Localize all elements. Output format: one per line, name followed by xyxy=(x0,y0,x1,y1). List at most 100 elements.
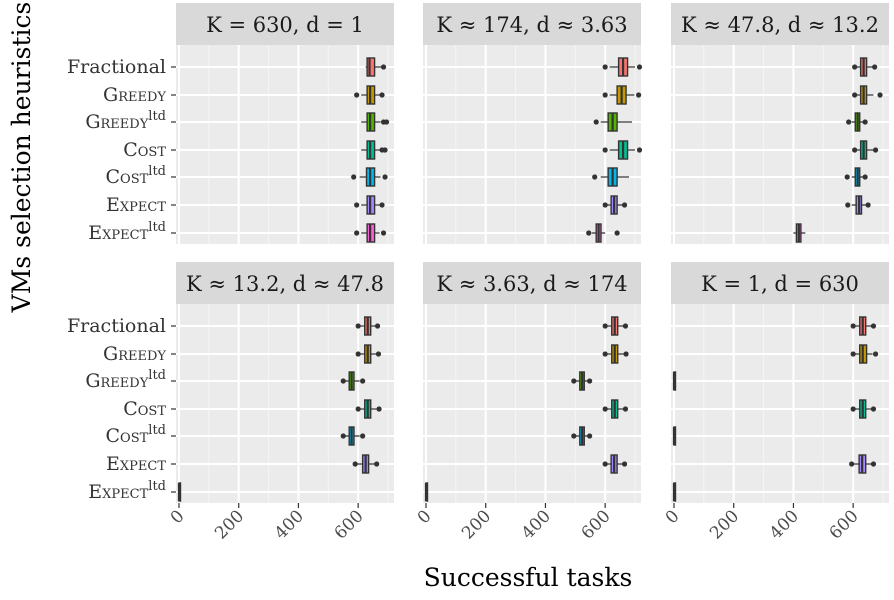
outlier-point xyxy=(602,64,608,70)
facet-title: K ≈ 174, d ≈ 3.63 xyxy=(436,13,627,37)
boxplot-greedy xyxy=(602,85,642,105)
x-tick-label: 600 xyxy=(826,506,863,543)
category-name: Greedy xyxy=(103,84,166,106)
y-category-labels: FractionalGreedyGreedyltdCostCostltdExpe… xyxy=(67,56,166,503)
panels-layer: K = 630, d = 1 K ≈ 174, d ≈ 3.63 K ≈ 47.8,… xyxy=(171,3,889,508)
boxplot-fractional xyxy=(602,57,643,77)
outlier-point xyxy=(376,406,382,412)
y-category-label: Costltd xyxy=(106,164,167,188)
outlier-point xyxy=(846,119,852,125)
outlier-point xyxy=(870,323,877,329)
boxplot-greedy-ltd xyxy=(571,371,593,391)
outlier-point xyxy=(602,202,608,208)
x-tick-labels: 0 200 400 600 0 200 400 600 0 200 400 600 xyxy=(167,506,863,543)
category-superscript: ltd xyxy=(148,368,166,383)
boxplot-cost xyxy=(852,140,879,160)
boxplot-greedy xyxy=(354,85,385,105)
facet-panel-6: K = 1, d = 630 xyxy=(671,262,889,508)
outlier-point xyxy=(877,92,883,98)
facet-title: K = 630, d = 1 xyxy=(206,13,364,37)
outlier-point xyxy=(870,461,877,467)
boxplot-expect-ltd xyxy=(793,223,806,243)
boxplot-expect xyxy=(602,454,628,474)
x-tick-label: 0 xyxy=(414,506,436,528)
category-superscript: ltd xyxy=(148,423,166,438)
boxplot-fractional xyxy=(602,316,629,336)
outlier-point xyxy=(602,406,608,412)
y-category-label: Greedyltd xyxy=(85,368,166,392)
outlier-point xyxy=(592,174,598,180)
category-superscript: ltd xyxy=(148,220,166,235)
outlier-point xyxy=(621,202,628,208)
outlier-point xyxy=(374,461,380,467)
y-category-label: Expect xyxy=(106,194,166,216)
outlier-point xyxy=(852,64,858,70)
outlier-point xyxy=(602,461,608,467)
boxplot-greedy-ltd xyxy=(846,112,868,132)
outlier-point xyxy=(380,230,387,236)
facet-title: K ≈ 13.2, d ≈ 47.8 xyxy=(186,272,384,296)
facet-strip xyxy=(671,3,889,45)
outlier-point xyxy=(850,406,856,412)
y-category-label: Expect xyxy=(106,453,166,475)
boxplot-cost xyxy=(850,399,877,419)
outlier-point xyxy=(622,323,629,329)
category-name: Fractional xyxy=(67,56,166,78)
y-category-label: Greedyltd xyxy=(85,109,166,133)
outlier-point xyxy=(622,406,629,412)
outlier-point xyxy=(862,174,868,180)
outlier-point xyxy=(850,351,856,357)
boxplot-cost xyxy=(602,399,629,419)
outlier-point xyxy=(602,323,608,329)
outlier-point xyxy=(354,230,360,236)
outlier-point xyxy=(602,92,608,98)
y-category-label: Fractional xyxy=(67,315,166,337)
facet-strip xyxy=(423,262,641,304)
outlier-point xyxy=(602,147,608,153)
y-category-label: Greedy xyxy=(103,84,166,106)
y-category-label: Expectltd xyxy=(88,479,166,503)
outlier-point xyxy=(614,230,620,236)
y-axis-title: VMs selection heuristics xyxy=(7,2,36,314)
outlier-point xyxy=(621,461,628,467)
boxplot-cost-ltd xyxy=(844,167,868,187)
boxplot-expect xyxy=(354,195,385,215)
category-name: Greedy xyxy=(85,111,148,133)
boxplot-cost-ltd xyxy=(340,426,366,446)
boxplot-cost xyxy=(361,140,388,160)
boxplot-greedy xyxy=(850,344,879,364)
outlier-point xyxy=(351,174,357,180)
boxplot-cost-ltd xyxy=(672,426,677,446)
boxplot-greedy-ltd xyxy=(672,371,677,391)
category-name: Greedy xyxy=(103,343,166,365)
boxplot-fractional xyxy=(850,316,877,336)
boxplot-expect-ltd xyxy=(424,482,429,502)
x-tick-label: 600 xyxy=(331,506,368,543)
outlier-point xyxy=(379,202,385,208)
outlier-point xyxy=(379,92,385,98)
outlier-point xyxy=(872,351,879,357)
outlier-point xyxy=(587,433,593,439)
category-name: Expect xyxy=(106,194,166,216)
category-name: Cost xyxy=(106,166,149,188)
outlier-point xyxy=(354,202,360,208)
facet-panel-5: K ≈ 3.63, d ≈ 174 xyxy=(423,262,641,508)
boxplot-cost-ltd xyxy=(351,167,388,187)
boxplot-cost xyxy=(602,140,643,160)
outlier-point xyxy=(571,378,577,384)
outlier-point xyxy=(355,351,361,357)
outlier-point xyxy=(374,323,381,329)
facet-title: K ≈ 3.63, d ≈ 174 xyxy=(436,272,627,296)
facet-strip xyxy=(176,3,394,45)
facet-title: K = 1, d = 630 xyxy=(701,272,859,296)
outlier-point xyxy=(380,64,387,70)
y-category-label: Expectltd xyxy=(88,220,166,244)
box xyxy=(366,57,376,77)
outlier-point xyxy=(340,378,346,384)
outlier-point xyxy=(850,323,856,329)
category-name: Expect xyxy=(88,481,148,503)
outlier-point xyxy=(862,119,868,125)
outlier-point xyxy=(852,92,858,98)
outlier-point xyxy=(872,147,879,153)
